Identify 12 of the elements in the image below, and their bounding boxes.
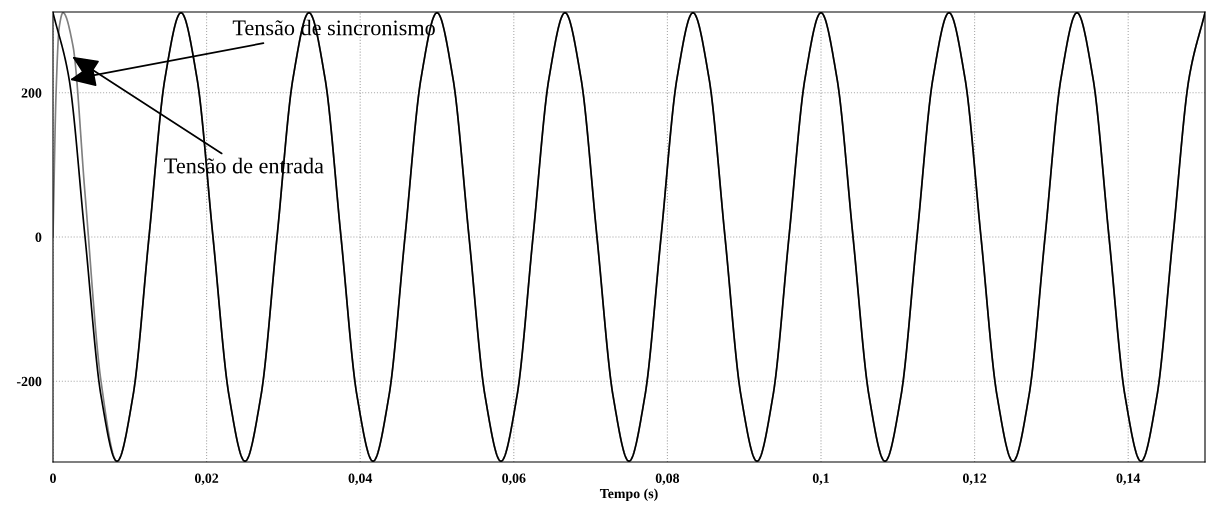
x-tick-label: 0,14 xyxy=(1116,473,1141,485)
x-tick-label: 0,06 xyxy=(502,473,526,485)
x-axis-title: Tempo (s) xyxy=(599,488,658,502)
y-tick-label: 0 xyxy=(35,232,42,242)
x-tick-label: 0,04 xyxy=(348,473,373,485)
y-tick-label: -200 xyxy=(16,376,42,387)
x-tick-label: 0,08 xyxy=(655,473,680,485)
x-tick-label: 0,1 xyxy=(812,473,829,485)
x-tick-label: 0 xyxy=(50,473,56,483)
y-tick-label: 200 xyxy=(21,88,42,98)
x-tick-label: 0,12 xyxy=(962,473,987,485)
x-tick-label: 0,02 xyxy=(194,473,219,485)
